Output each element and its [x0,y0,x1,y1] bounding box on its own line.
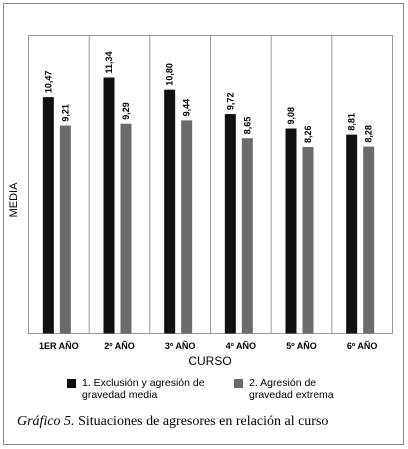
x-tick-label: 3º AÑO [165,341,195,351]
bar [59,125,71,334]
legend-label: 1. Exclusión y agresión de gravedad medi… [82,377,205,401]
caption: Gráfico 5. Situaciones de agresores en r… [17,414,328,430]
value-label: 9,72 [225,93,235,111]
y-axis-label: MEDIA [8,182,20,218]
caption-label: Gráfico 5. [17,414,75,429]
bar [103,77,115,334]
x-tick-label: 1ER AÑO [39,341,79,351]
value-label: 8,65 [242,117,252,135]
bar [120,123,132,334]
x-tick-label: 2º AÑO [104,341,134,351]
legend-swatch [67,379,76,388]
legend-label: 2. Agresión de gravedad extrema [249,377,334,401]
bar [285,128,297,334]
value-label: 10,47 [43,71,53,94]
bar [164,89,176,334]
caption-text: Situaciones de agresores en relación al … [78,414,329,429]
bar [42,97,54,334]
bar [346,134,358,334]
x-axis-label: CURSO [188,354,231,368]
bar [241,138,253,334]
value-label: 10,80 [165,63,175,86]
value-label: 9,29 [121,102,131,120]
outer-frame [3,3,404,445]
value-label: 11,34 [104,51,114,73]
legend-swatch [234,379,243,388]
value-label: 8,81 [347,113,357,131]
bar [181,120,193,334]
x-tick-label: 5º AÑO [286,341,316,351]
bar [363,146,375,334]
value-label: 8,28 [364,125,374,143]
value-label: 8,26 [303,125,313,143]
value-label: 9,44 [182,99,192,117]
bar [224,114,236,334]
value-label: 9,21 [60,104,70,122]
x-tick-label: 4º AÑO [226,341,256,351]
x-tick-label: 6º AÑO [347,341,377,351]
bar [302,147,314,334]
value-label: 9,08 [286,107,296,125]
